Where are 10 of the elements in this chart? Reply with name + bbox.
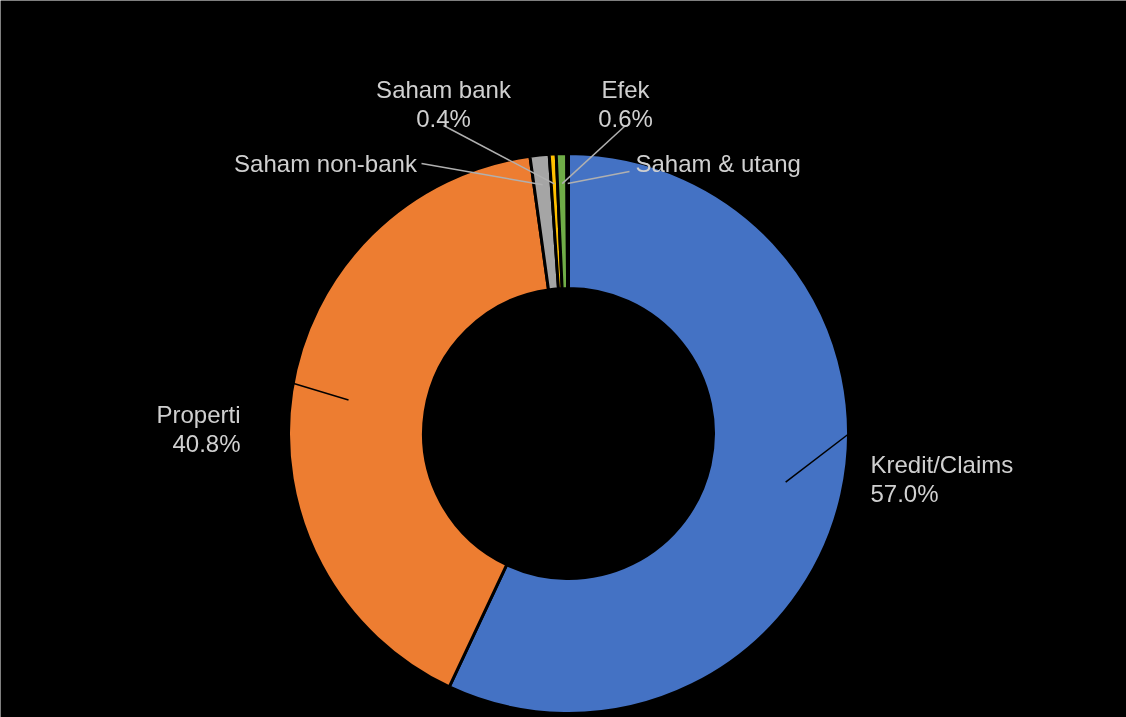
- data-label: 57.0%: [870, 480, 939, 508]
- data-label: 0.6%: [598, 105, 653, 133]
- data-label: 40.8%: [172, 430, 241, 458]
- slice-label: Kredit/Claims: [870, 450, 1014, 478]
- slice-label: Properti: [156, 400, 241, 428]
- data-label: 0.4%: [416, 105, 471, 133]
- slice-label: Saham bank: [376, 75, 512, 103]
- slice-label: Saham non-bank: [234, 150, 418, 177]
- slice-label: Saham & utang: [635, 150, 801, 177]
- slice-label: Efek: [601, 75, 651, 103]
